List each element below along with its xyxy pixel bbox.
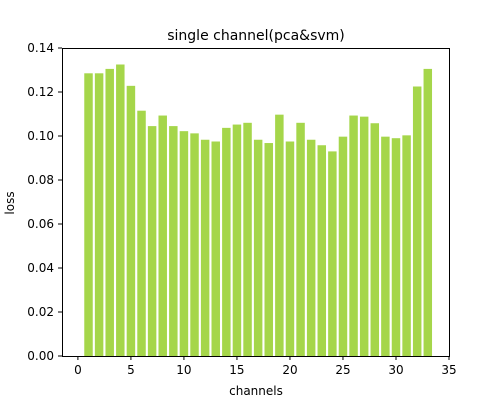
bar-channel-32: [413, 87, 421, 357]
bar-channel-9: [169, 126, 177, 356]
bar-channel-31: [402, 135, 410, 356]
y-tick-label: 0.14: [27, 41, 54, 55]
bar-channel-6: [137, 111, 145, 356]
x-tick-label: 20: [282, 363, 297, 377]
bar-channel-17: [254, 140, 262, 356]
bar-channel-29: [381, 137, 389, 356]
bar-channel-5: [127, 86, 135, 356]
bar-channel-26: [349, 116, 357, 356]
bar-channel-7: [148, 126, 156, 356]
x-tick-label: 25: [335, 363, 350, 377]
bar-channel-15: [233, 125, 241, 356]
bar-channel-14: [222, 128, 230, 356]
x-tick-label: 5: [127, 363, 135, 377]
bar-channel-21: [296, 123, 304, 356]
y-tick-label: 0.02: [27, 305, 54, 319]
bar-channel-4: [116, 65, 124, 357]
y-tick-label: 0.06: [27, 217, 54, 231]
bar-channel-12: [201, 140, 209, 356]
y-tick-label: 0.08: [27, 173, 54, 187]
bar-channel-27: [360, 117, 368, 356]
bar-channel-1: [84, 73, 92, 356]
bar-channel-20: [286, 142, 294, 357]
x-axis-label: channels: [229, 384, 283, 398]
bar-channel-16: [243, 123, 251, 356]
bar-channel-10: [180, 131, 188, 356]
bar-channel-30: [392, 138, 400, 356]
bar-channel-18: [265, 143, 273, 356]
x-tick-label: 0: [74, 363, 82, 377]
x-axis-ticks: 0 5 10 15 20 25 30 35: [74, 356, 457, 377]
x-tick-label: 15: [229, 363, 244, 377]
bar-channel-33: [424, 69, 432, 356]
y-tick-label: 0.10: [27, 129, 54, 143]
bars-group: [84, 65, 432, 357]
bar-channel-22: [307, 140, 315, 356]
y-tick-label: 0.12: [27, 85, 54, 99]
bar-channel-23: [318, 145, 326, 356]
y-axis-label: loss: [3, 191, 17, 214]
bar-channel-3: [105, 69, 113, 356]
bar-channel-2: [95, 73, 103, 356]
bar-channel-25: [339, 137, 347, 356]
x-tick-label: 35: [441, 363, 456, 377]
x-tick-label: 30: [388, 363, 403, 377]
y-tick-label: 0.00: [27, 349, 54, 363]
bar-channel-8: [158, 116, 166, 356]
bar-channel-19: [275, 115, 283, 356]
y-tick-label: 0.04: [27, 261, 54, 275]
bar-channel-28: [371, 123, 379, 356]
y-axis-ticks: 0.00 0.02 0.04 0.06 0.08 0.10 0.12 0.14: [27, 41, 62, 363]
bar-channel-24: [328, 151, 336, 356]
x-tick-label: 10: [176, 363, 191, 377]
bar-channel-11: [190, 133, 198, 356]
chart-title: single channel(pca&svm): [167, 28, 345, 44]
bar-channel-13: [212, 142, 220, 357]
